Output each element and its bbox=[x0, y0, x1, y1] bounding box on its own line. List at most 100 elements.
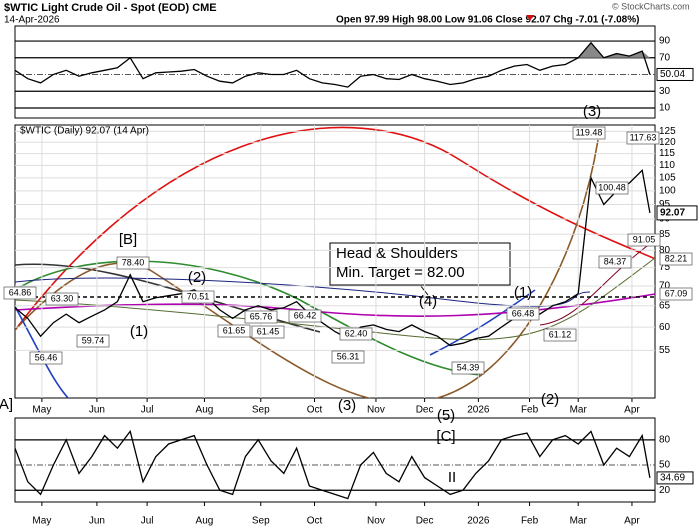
wave-label: [C] bbox=[436, 428, 455, 445]
x-tick-label: 2026 bbox=[467, 405, 490, 416]
price-annotation: 54.39 bbox=[457, 362, 480, 372]
x-tick-label: Apr bbox=[624, 516, 640, 527]
wave-label: Head & Shoulders bbox=[336, 245, 458, 262]
y-tick-label: 20 bbox=[659, 485, 671, 496]
rsi-fill bbox=[15, 42, 650, 58]
chart-date: 14-Apr-2026 bbox=[4, 15, 60, 26]
x-tick-label: Oct bbox=[307, 516, 323, 527]
price-box bbox=[331, 350, 365, 364]
x-tick-label: 2026 bbox=[467, 516, 490, 527]
wave-label: (2) bbox=[188, 269, 206, 286]
y-tick-label: 80 bbox=[659, 434, 671, 445]
last-value-box bbox=[656, 67, 694, 81]
x-tick-label: Aug bbox=[196, 516, 214, 527]
arc bbox=[429, 289, 536, 356]
arc bbox=[15, 304, 70, 398]
x-tick-label: Aug bbox=[196, 405, 214, 416]
y-tick-label: 85 bbox=[659, 229, 671, 240]
price-box bbox=[659, 287, 693, 301]
y-tick-label: 55 bbox=[659, 345, 671, 356]
price-annotation: 82.21 bbox=[665, 253, 688, 263]
y-tick-label: 60 bbox=[659, 322, 671, 333]
chart-title: $WTIC Light Crude Oil - Spot (EOD) CME bbox=[4, 2, 217, 14]
price-annotation: 84.37 bbox=[604, 256, 627, 266]
x-tick-label: Sep bbox=[252, 516, 270, 527]
last-price: 92.07 bbox=[660, 208, 685, 219]
price-box bbox=[506, 307, 540, 321]
wave-label: (5) bbox=[437, 407, 455, 424]
price-annotation: 65.76 bbox=[250, 311, 273, 321]
price-box bbox=[251, 325, 285, 339]
x-tick-label: Feb bbox=[521, 516, 539, 527]
arc bbox=[15, 126, 655, 332]
wave-label: (3) bbox=[583, 103, 601, 120]
price-box bbox=[116, 256, 150, 270]
credit: © StockCharts.com bbox=[612, 1, 690, 11]
price-annotation: 61.45 bbox=[257, 326, 280, 336]
last-value: 50.04 bbox=[660, 69, 685, 80]
price-box bbox=[598, 255, 632, 269]
x-tick-label: Dec bbox=[416, 516, 434, 527]
price-annotation: 117.63 bbox=[630, 132, 657, 142]
arc bbox=[15, 139, 599, 398]
wave-label: [B] bbox=[119, 231, 137, 248]
price-box bbox=[244, 310, 278, 324]
y-tick-label: 95 bbox=[659, 199, 671, 210]
wave-label: (4) bbox=[419, 293, 437, 310]
wave-label: (3) bbox=[338, 397, 356, 414]
price-annotation: 66.48 bbox=[512, 308, 535, 318]
x-tick-label: Jun bbox=[89, 516, 105, 527]
x-tick-label: Oct bbox=[307, 405, 323, 416]
x-tick-label: Sep bbox=[252, 405, 270, 416]
y-tick-label: 30 bbox=[659, 86, 671, 97]
x-tick-label: Jul bbox=[141, 405, 154, 416]
rsi-panel bbox=[14, 25, 656, 119]
wave-label: II bbox=[448, 469, 456, 486]
price-annotation: 56.31 bbox=[337, 351, 360, 361]
price-box bbox=[572, 126, 606, 140]
y-tick-label: 125 bbox=[659, 126, 676, 137]
price-annotation: 66.42 bbox=[294, 310, 317, 320]
wave-label: (1) bbox=[130, 323, 148, 340]
stochastic-line bbox=[14, 429, 651, 500]
price-annotation: 59.74 bbox=[82, 335, 105, 345]
price-annotation: 91.05 bbox=[633, 234, 656, 244]
price-box bbox=[543, 328, 577, 342]
last-price-box bbox=[656, 205, 698, 221]
wave-label: Min. Target = 82.00 bbox=[336, 264, 465, 281]
y-tick-label: 105 bbox=[659, 172, 676, 183]
y-tick-label: 70 bbox=[659, 281, 671, 292]
x-tick-label: Nov bbox=[367, 516, 385, 527]
last-value: 34.69 bbox=[660, 473, 685, 484]
price-label: $WTIC (Daily) 92.07 (14 Apr) bbox=[20, 126, 149, 137]
x-tick-label: Jun bbox=[89, 405, 105, 416]
price-box bbox=[626, 131, 660, 145]
y-tick-label: 90 bbox=[659, 36, 671, 47]
price-annotation: 119.48 bbox=[576, 127, 603, 137]
price-box bbox=[451, 361, 485, 375]
price-line bbox=[14, 168, 651, 347]
wave-label: (1) bbox=[514, 284, 532, 301]
price-annotation: 70.51 bbox=[187, 291, 210, 301]
price-box bbox=[3, 286, 37, 300]
x-tick-label: May bbox=[32, 516, 51, 527]
price-box bbox=[659, 252, 693, 266]
price-annotation: 64.86 bbox=[9, 287, 32, 297]
arc bbox=[15, 260, 481, 376]
price-box bbox=[288, 309, 322, 323]
down-arrow bbox=[526, 15, 534, 21]
x-tick-label: Dec bbox=[416, 405, 434, 416]
price-annotation: 61.65 bbox=[223, 325, 246, 335]
y-tick-label: 50 bbox=[659, 460, 671, 471]
stochastic-panel bbox=[14, 417, 656, 503]
price-box bbox=[595, 181, 629, 195]
moving-average bbox=[539, 239, 655, 326]
y-tick-label: 110 bbox=[659, 160, 675, 171]
x-tick-label: Jul bbox=[141, 516, 154, 527]
y-tick-label: 80 bbox=[659, 245, 671, 256]
y-tick-label: 115 bbox=[659, 148, 675, 159]
price-box bbox=[339, 327, 373, 341]
y-tick-label: 75 bbox=[659, 262, 671, 273]
wave-label: A] bbox=[0, 396, 13, 413]
